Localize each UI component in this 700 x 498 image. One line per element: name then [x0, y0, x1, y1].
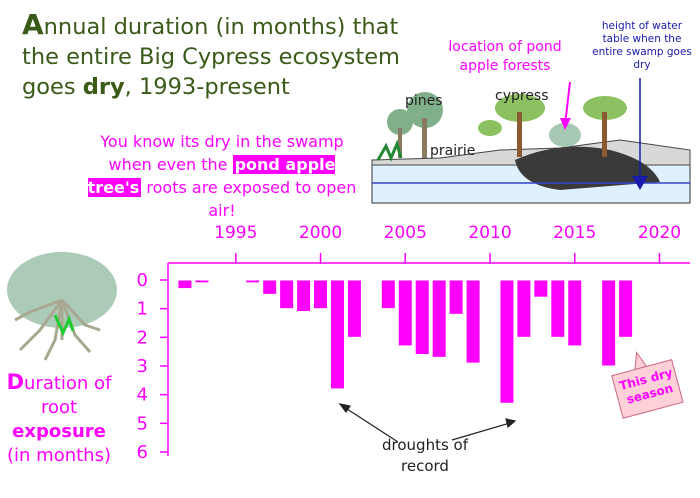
bar: [465, 279, 481, 364]
bar: [380, 279, 396, 310]
title-part: nnual duration (in months) that the enti…: [22, 14, 400, 100]
x-tick-label: 2020: [638, 223, 681, 243]
bar: [279, 279, 295, 310]
x-tick-label: 2015: [553, 223, 596, 243]
bar: [499, 279, 515, 404]
bar: [397, 279, 413, 347]
swamp-diagram: [371, 78, 691, 204]
title-part: , 1993-present: [124, 74, 290, 100]
y-tick-label: 6: [137, 442, 148, 463]
bar: [601, 279, 617, 367]
bar: [329, 279, 345, 390]
y-label-part: D: [6, 370, 25, 394]
annotation-arrows: [338, 403, 517, 443]
bar: [448, 279, 464, 315]
y-tick-label: 0: [137, 270, 148, 291]
bar: [313, 279, 329, 310]
x-tick-label: 2010: [468, 223, 511, 243]
y-label-part: (in months): [7, 445, 111, 466]
diagram-label: height of water table when the entire sw…: [592, 20, 692, 71]
bar: [245, 279, 261, 284]
this-season-badge: [611, 351, 684, 419]
bar: [550, 279, 566, 338]
bar: [414, 279, 430, 356]
diagram-label: location of pond apple forests: [448, 39, 562, 74]
diagram-label: cypress: [495, 88, 549, 104]
bar: [296, 279, 312, 313]
bar: [567, 279, 583, 347]
subtitle: You know its dry in the swamp when even …: [82, 130, 362, 222]
x-tick-label: 2000: [299, 223, 342, 243]
bar: [533, 279, 549, 298]
y-tick-label: 1: [137, 299, 148, 320]
diagram-label: pines: [405, 93, 443, 109]
y-label-part: uration of root: [24, 373, 112, 418]
y-tick-label: 5: [137, 413, 148, 434]
tree-illustration: [7, 252, 117, 361]
bar: [194, 279, 210, 284]
bar: [516, 279, 532, 338]
y-tick-label: 4: [137, 385, 148, 406]
chart-title: Annual duration (in months) that the ent…: [22, 10, 422, 102]
bar: [618, 279, 634, 338]
diagram-label: prairie: [430, 143, 476, 159]
x-tick-label: 1995: [214, 223, 257, 243]
subtitle-part: roots are exposed to open air!: [141, 178, 357, 220]
y-tick-label: 3: [137, 356, 148, 377]
bar: [346, 279, 362, 338]
bar: [177, 279, 193, 290]
y-tick-label: 2: [137, 327, 148, 348]
x-tick-label: 2005: [384, 223, 427, 243]
title-part: A: [22, 8, 44, 41]
y-label-part: exposure: [12, 421, 106, 442]
title-part: dry: [82, 74, 125, 100]
bar: [431, 279, 447, 358]
bar: [262, 279, 278, 295]
y-axis-label: Duration of root exposure (in months): [0, 370, 118, 468]
annotation: droughts of record: [382, 436, 468, 475]
subtitle-part: You know its dry in the swamp when even …: [100, 132, 344, 174]
